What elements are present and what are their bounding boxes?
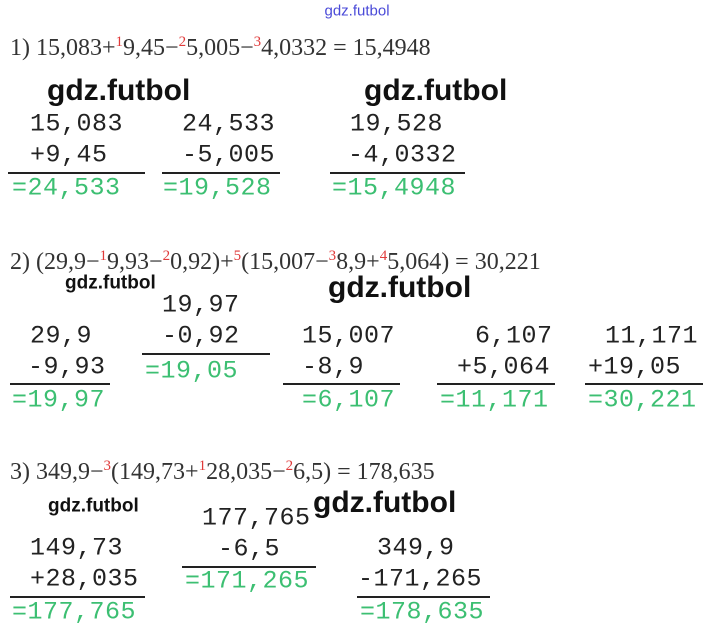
- watermark: gdz.futbol: [328, 271, 472, 304]
- expression-part: 2) (29,9−: [10, 249, 100, 275]
- step-number: 3: [253, 34, 262, 50]
- operand: -6,5: [218, 534, 281, 564]
- result: =19,97: [12, 385, 106, 415]
- result: =15,4948: [332, 173, 457, 203]
- rule: [142, 353, 270, 355]
- step-number: 1: [99, 248, 108, 264]
- operand: 15,083: [30, 109, 124, 139]
- expression-part: 9,93−: [107, 249, 163, 275]
- result: =171,265: [185, 566, 310, 596]
- operand: -8,9: [302, 352, 365, 382]
- result: =24,533: [12, 173, 121, 203]
- step-number: 2: [285, 458, 294, 474]
- step-number: 3: [103, 458, 112, 474]
- rule: [585, 383, 703, 385]
- operand: -0,92: [162, 321, 240, 351]
- expression-part: 5,064) = 30,221: [387, 249, 541, 275]
- expression-part: 5,005−: [186, 35, 254, 61]
- step-number: 1: [198, 458, 207, 474]
- expression-part: 4,0332 = 15,4948: [261, 35, 431, 61]
- step-number: 4: [379, 248, 388, 264]
- result: =177,765: [12, 597, 137, 627]
- expression-part: 1) 15,083+: [10, 35, 116, 61]
- operand: 19,528: [350, 109, 444, 139]
- result: =11,171: [440, 385, 549, 415]
- watermark: gdz.futbol: [364, 74, 508, 107]
- expression: 3) 349,9−3(149,73+128,035−26,5) = 178,63…: [10, 458, 435, 485]
- expression-part: 28,035−: [206, 459, 286, 485]
- step-number: 1: [115, 34, 124, 50]
- operand: +5,064: [457, 352, 551, 382]
- watermark: gdz.futbol: [65, 272, 156, 294]
- operand: 24,533: [182, 109, 276, 139]
- operand: 149,73: [30, 533, 124, 563]
- expression: 1) 15,083+19,45−25,005−34,0332 = 15,4948: [10, 34, 431, 61]
- result: =178,635: [360, 597, 485, 627]
- step-number: 2: [162, 248, 171, 264]
- result: =6,107: [302, 385, 396, 415]
- watermark: gdz.futbol: [313, 486, 457, 519]
- rule: [8, 172, 145, 174]
- operand: +19,05: [588, 352, 682, 382]
- operand: 19,97: [162, 290, 240, 320]
- operand: +9,45: [30, 140, 108, 170]
- result: =30,221: [588, 385, 697, 415]
- step-number: 3: [328, 248, 337, 264]
- expression-part: 9,45−: [123, 35, 179, 61]
- operand: -171,265: [358, 564, 483, 594]
- result: =19,05: [145, 356, 239, 386]
- rule: [162, 172, 280, 174]
- rule: [10, 383, 110, 385]
- rule: [10, 596, 145, 598]
- rule: [357, 596, 490, 598]
- expression-part: 3) 349,9−: [10, 459, 104, 485]
- result: =19,528: [163, 173, 272, 203]
- operand: -5,005: [182, 140, 276, 170]
- expression-part: 8,9+: [336, 249, 380, 275]
- expression-part: 0,92)+: [170, 249, 234, 275]
- step-number: 5: [233, 248, 242, 264]
- operand: 15,007: [302, 321, 396, 351]
- watermark: gdz.futbol: [47, 74, 191, 107]
- operand: 11,171: [605, 321, 699, 351]
- operand: +28,035: [30, 564, 139, 594]
- operand: -9,93: [28, 352, 106, 382]
- watermark: gdz.futbol: [324, 2, 390, 20]
- operand: 177,765: [202, 503, 311, 533]
- rule: [330, 172, 465, 174]
- operand: -4,0332: [348, 140, 457, 170]
- watermark: gdz.futbol: [48, 495, 139, 517]
- rule: [283, 383, 400, 385]
- expression-part: 6,5) = 178,635: [293, 459, 435, 485]
- rule: [437, 383, 555, 385]
- expression: 2) (29,9−19,93−20,92)+5(15,007−38,9+45,0…: [10, 248, 541, 275]
- expression-part: (149,73+: [111, 459, 199, 485]
- operand: 29,9: [30, 321, 93, 351]
- rule: [182, 566, 316, 568]
- operand: 349,9: [377, 533, 455, 563]
- step-number: 2: [178, 34, 187, 50]
- expression-part: (15,007−: [241, 249, 329, 275]
- operand: 6,107: [475, 321, 553, 351]
